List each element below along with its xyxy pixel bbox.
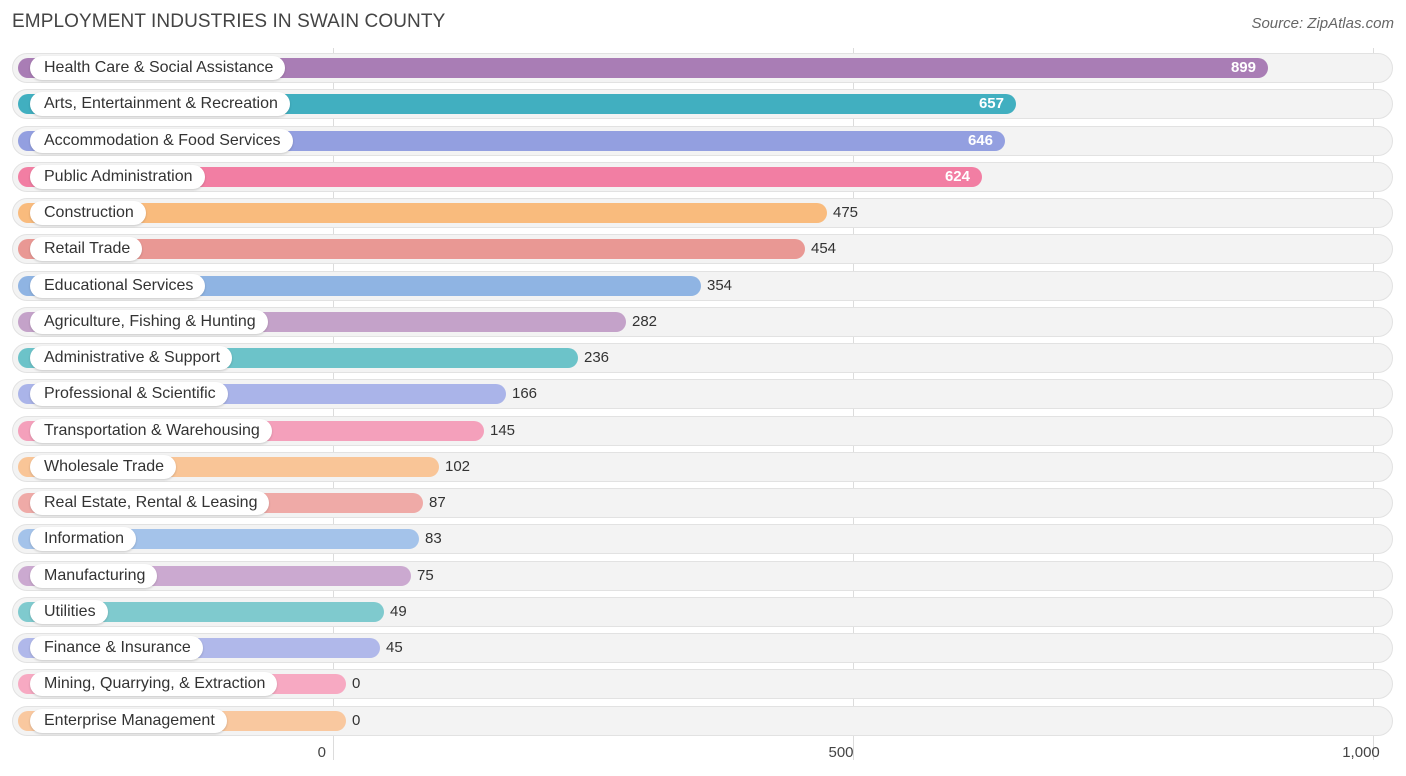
category-label: Mining, Quarrying, & Extraction [30, 672, 278, 696]
category-label: Real Estate, Rental & Leasing [30, 491, 270, 515]
category-label: Health Care & Social Assistance [30, 56, 286, 80]
bar [18, 203, 827, 223]
category-label: Accommodation & Food Services [30, 129, 293, 153]
x-tick-label: 1,000 [1342, 744, 1380, 761]
category-label: Agriculture, Fishing & Hunting [30, 310, 268, 334]
value-label: 354 [707, 277, 733, 294]
value-label: 166 [512, 385, 538, 402]
value-label: 75 [417, 567, 434, 584]
value-label: 899 [1230, 59, 1256, 76]
bar [18, 239, 805, 259]
x-tick-label: 0 [317, 744, 326, 761]
category-label: Finance & Insurance [30, 636, 203, 660]
chart-title: EMPLOYMENT INDUSTRIES IN SWAIN COUNTY [12, 11, 446, 32]
category-label: Construction [30, 201, 146, 225]
value-label: 49 [390, 603, 407, 620]
category-label: Information [30, 527, 137, 551]
category-label: Transportation & Warehousing [30, 419, 272, 443]
value-label: 646 [967, 132, 993, 149]
value-label: 87 [429, 494, 446, 511]
value-label: 475 [833, 204, 859, 221]
category-label: Enterprise Management [30, 709, 227, 733]
value-label: 657 [978, 95, 1004, 112]
value-label: 102 [445, 458, 471, 475]
category-label: Arts, Entertainment & Recreation [30, 92, 290, 116]
value-label: 236 [584, 349, 610, 366]
category-label: Manufacturing [30, 564, 158, 588]
category-label: Retail Trade [30, 237, 143, 261]
value-label: 83 [425, 530, 442, 547]
x-tick-label: 500 [828, 744, 854, 761]
value-label: 145 [490, 422, 516, 439]
value-label: 45 [386, 639, 403, 656]
value-label: 0 [352, 712, 361, 729]
value-label: 454 [811, 240, 837, 257]
bar [18, 167, 982, 187]
bar [18, 58, 1268, 78]
category-label: Educational Services [30, 274, 206, 298]
category-label: Utilities [30, 600, 108, 624]
bar [18, 602, 384, 622]
category-label: Professional & Scientific [30, 382, 228, 406]
value-label: 624 [944, 168, 970, 185]
category-label: Administrative & Support [30, 346, 233, 370]
source-label: Source: ZipAtlas.com [1251, 15, 1394, 32]
value-label: 282 [632, 313, 658, 330]
category-label: Wholesale Trade [30, 455, 177, 479]
value-label: 0 [352, 675, 361, 692]
category-label: Public Administration [30, 165, 205, 189]
